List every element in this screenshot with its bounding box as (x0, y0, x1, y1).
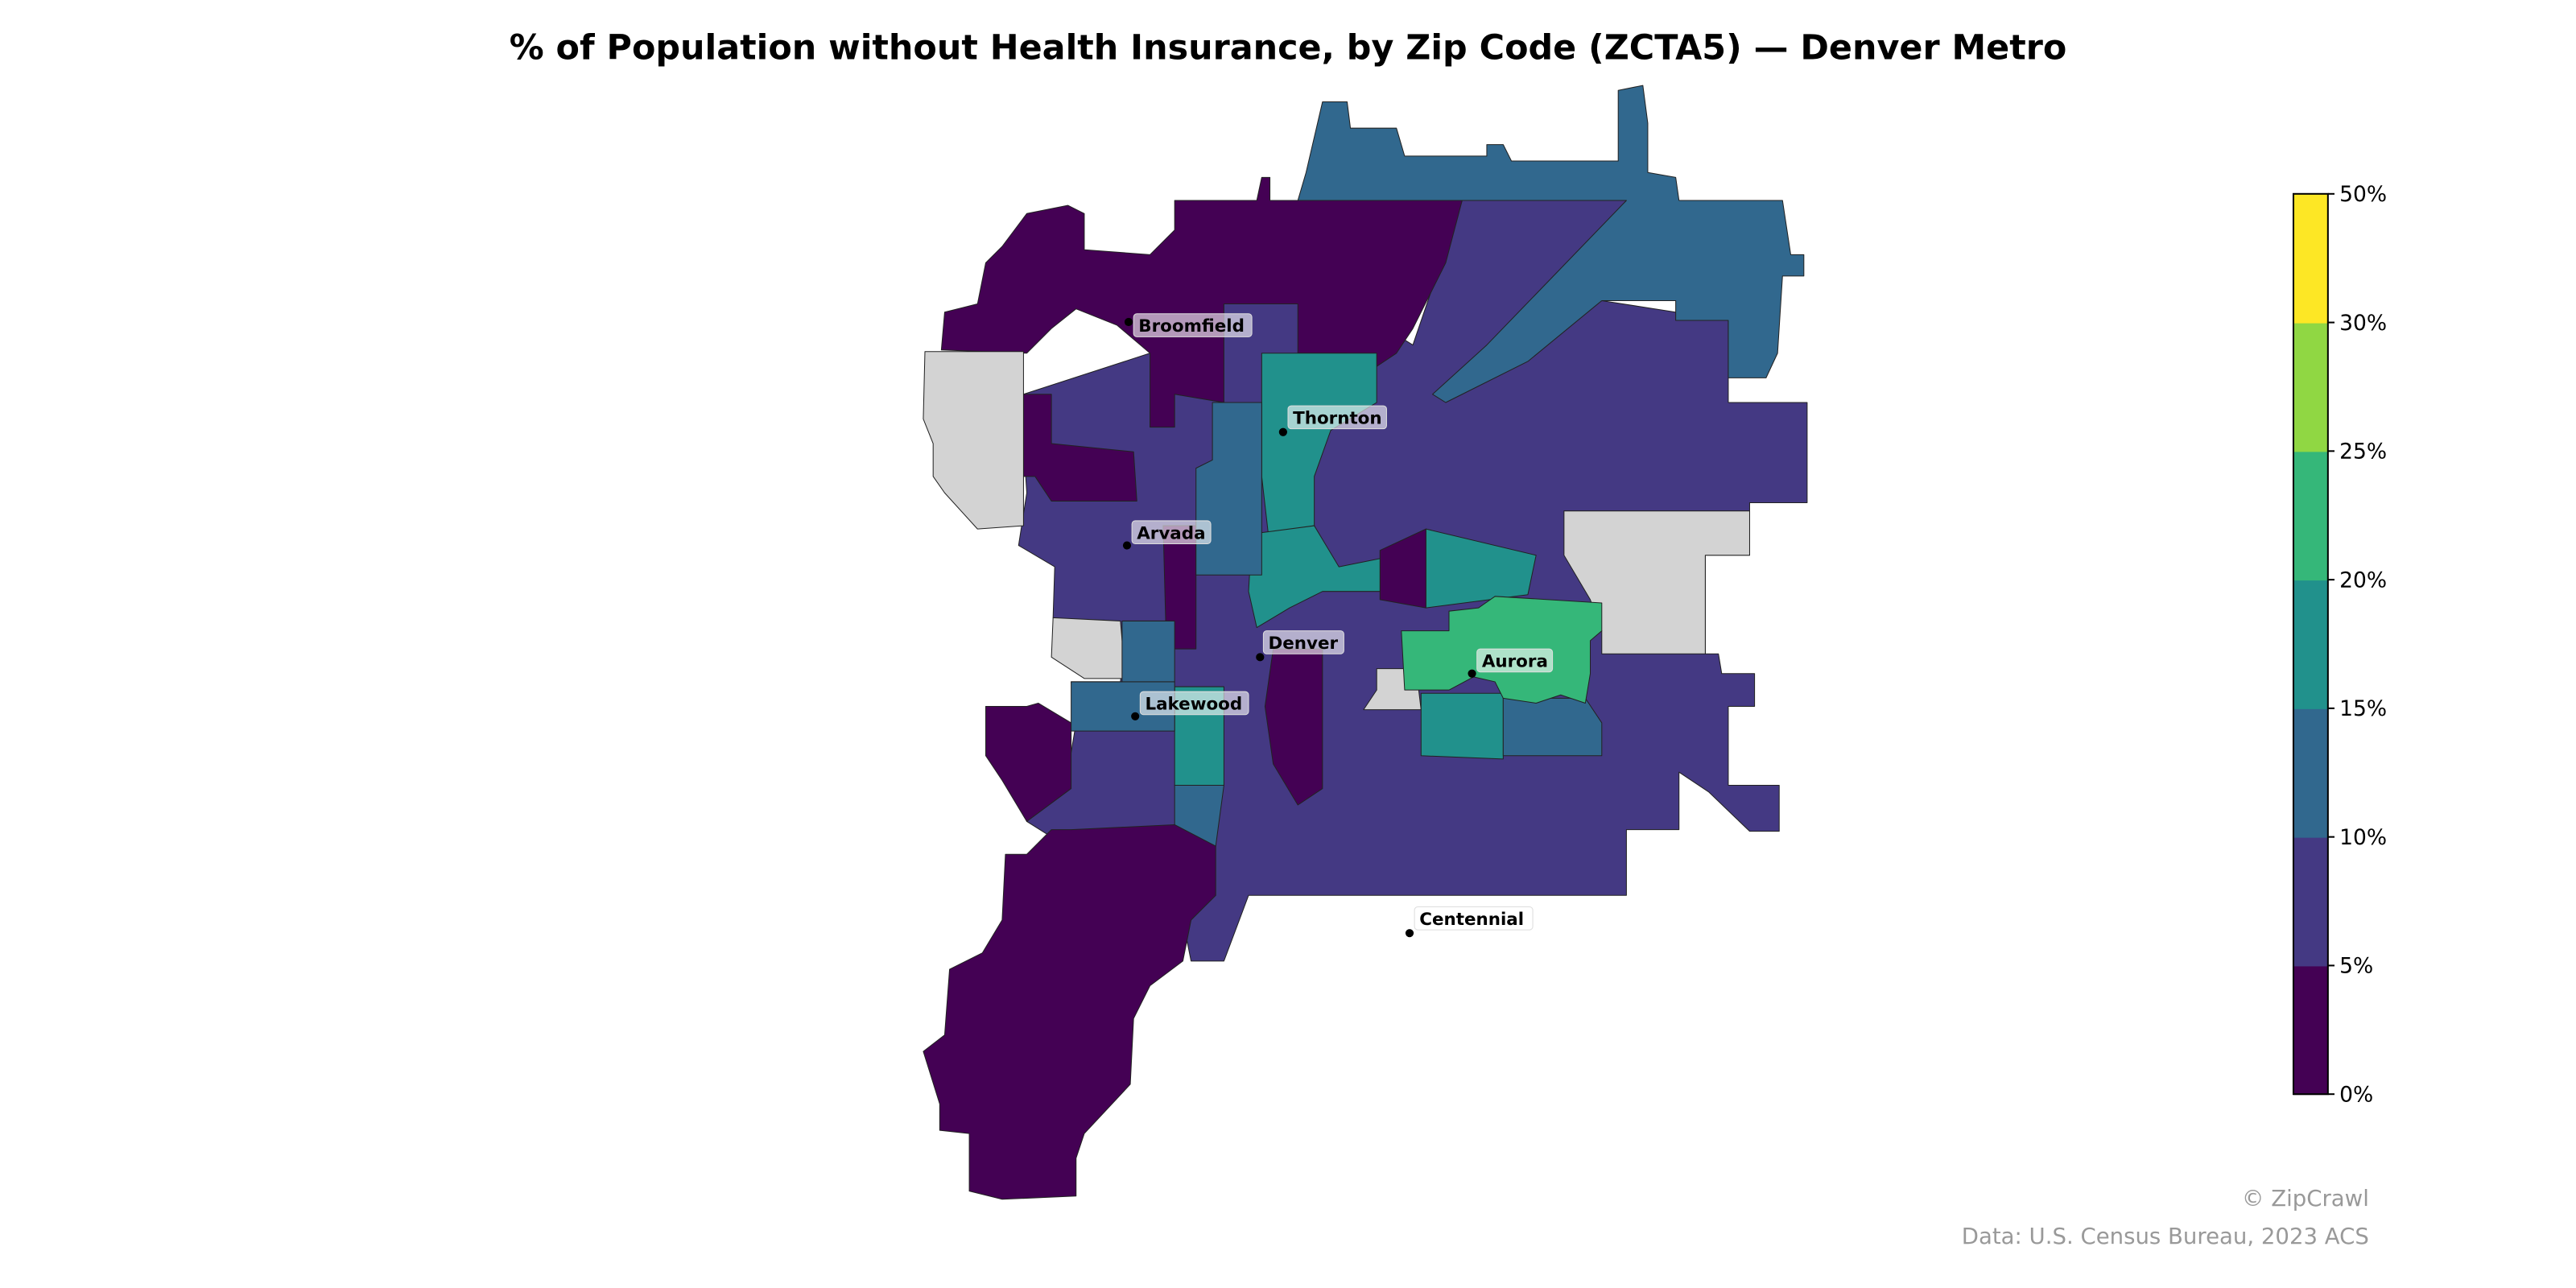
zip-region-0-5 (940, 176, 1463, 428)
colorbar-bin (2293, 836, 2328, 967)
zip-region-10-15 (1297, 85, 1805, 403)
zip-region-10-15 (1195, 402, 1262, 576)
city-dot (1405, 929, 1414, 938)
city-label: Arvada (1137, 523, 1205, 543)
colorbar-frame (2292, 192, 2329, 1096)
city-label: Centennial (1419, 910, 1524, 930)
city-label: Denver (1269, 634, 1339, 654)
city-marker-lakewood: Lakewood (1131, 691, 1249, 720)
colorbar-tick-label: 20% (2339, 568, 2387, 592)
colorbar-bin (2293, 193, 2328, 324)
colorbar-bin (2293, 965, 2328, 1096)
colorbar-bin (2293, 708, 2328, 838)
label-box (1476, 648, 1554, 673)
credit-text: © ZipCrawl (2242, 1186, 2369, 1212)
label-box (1139, 691, 1249, 716)
source-text: Data: U.S. Census Bureau, 2023 ACS (1962, 1224, 2369, 1249)
colorbar-tick-label: 0% (2339, 1082, 2373, 1107)
city-marker-centennial: Centennial (1405, 906, 1534, 938)
zip-region-0-5 (985, 702, 1072, 822)
colorbar-tick-label: 5% (2339, 954, 2373, 979)
city-dot (1256, 653, 1265, 662)
zip-region-15-20 (1420, 692, 1504, 760)
label-box (1287, 405, 1387, 430)
zip-region-0-5 (923, 824, 1216, 1200)
zip-region-10-15 (1121, 620, 1175, 683)
city-dot (1124, 317, 1133, 327)
colorbar-legend: 0% 5% 10% 15% 20% 25% 30% 50% (2292, 182, 2387, 1107)
colorbar-bin (2293, 580, 2328, 709)
label-box (1262, 630, 1344, 654)
zip-region-15-20 (1248, 525, 1381, 629)
city-label: Thornton (1293, 409, 1382, 429)
zip-region-15-20 (1425, 528, 1537, 609)
city-label: Broomfield (1138, 316, 1245, 336)
city-marker-broomfield: Broomfield (1124, 313, 1253, 337)
city-dot (1278, 427, 1287, 436)
zip-region-no-data (1051, 617, 1126, 679)
colorbar-tick-label: 25% (2339, 440, 2387, 464)
colorbar-tick-label: 30% (2339, 311, 2387, 336)
city-dot (1468, 669, 1476, 678)
zip-region-10-15 (1502, 697, 1603, 757)
city-dot (1122, 541, 1132, 550)
map-title: % of Population without Health Insurance… (510, 27, 2067, 68)
city-label: Aurora (1482, 652, 1548, 672)
zip-region-no-data (1563, 510, 1750, 654)
colorbar-tick-label: 50% (2339, 182, 2387, 207)
zip-region-0-5 (1264, 648, 1323, 806)
city-marker-denver: Denver (1256, 630, 1344, 662)
city-dot (1131, 712, 1140, 720)
zip-region-no-data (923, 351, 1024, 530)
map-regions: points="768,520 820,520 822,550 822,585 … (923, 85, 1808, 1200)
label-box (1131, 520, 1212, 545)
city-marker-arvada: Arvada (1122, 520, 1212, 550)
colorbar-tick-label: 15% (2339, 696, 2387, 721)
city-labels: Broomfield Thornton Arvada Denver Lakewo… (1122, 313, 1554, 938)
city-marker-thornton: Thornton (1278, 405, 1387, 436)
city-label: Lakewood (1145, 695, 1242, 715)
zip-region-0-5 (1022, 394, 1137, 502)
colorbar-bin (2293, 451, 2328, 581)
city-marker-aurora: Aurora (1468, 648, 1554, 678)
label-box (1414, 906, 1534, 931)
label-box (1133, 313, 1253, 337)
colorbar-tick-label: 10% (2339, 825, 2387, 850)
colorbar-bin (2293, 322, 2328, 452)
